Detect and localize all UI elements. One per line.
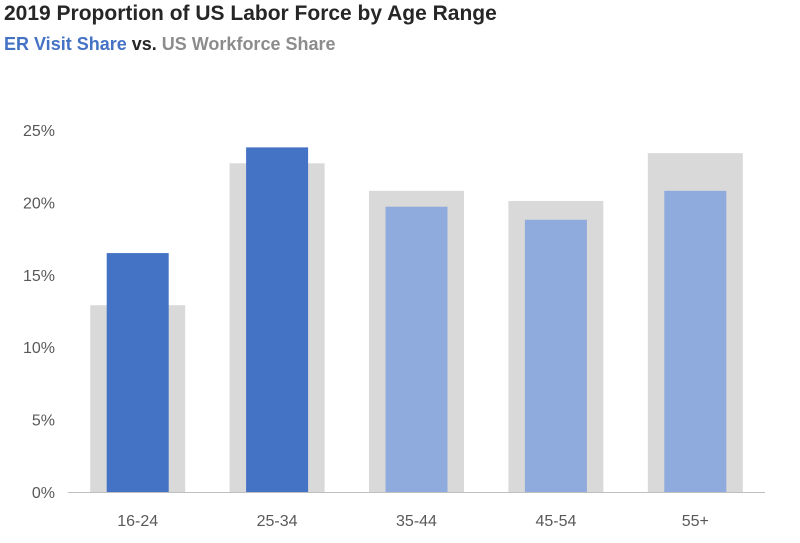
y-axis-ticks: 0% 5% 10% 15% 20% 25%: [23, 123, 55, 502]
subtitle-er-label: ER Visit Share: [4, 34, 127, 54]
y-tick-label: 5%: [32, 413, 55, 430]
x-tick-label: 55+: [682, 513, 709, 530]
subtitle-vs-label: vs.: [126, 34, 162, 54]
er-visit-bar-16-24: [106, 253, 169, 492]
subtitle-us-label: US Workforce Share: [161, 34, 336, 54]
x-tick-label: 25-34: [257, 513, 298, 530]
y-tick-label: 0%: [32, 485, 55, 502]
y-tick-label: 15%: [23, 268, 55, 285]
chart-subtitle: ER Visit Share vs. US Workforce Share: [4, 34, 336, 55]
x-tick-label: 35-44: [396, 513, 437, 530]
er-visit-bar-55+: [664, 190, 727, 493]
chart-title: 2019 Proportion of US Labor Force by Age…: [4, 2, 497, 25]
x-tick-label: 16-24: [117, 513, 158, 530]
er-visit-bar-25-34: [246, 147, 309, 492]
er-visit-bars: [106, 147, 727, 493]
y-tick-label: 25%: [23, 123, 55, 140]
er-visit-bar-45-54: [524, 219, 587, 492]
y-tick-label: 10%: [23, 340, 55, 357]
x-tick-label: 45-54: [535, 513, 576, 530]
x-axis-ticks: 16-24 25-34 35-44 45-54 55+: [117, 513, 709, 530]
er-visit-bar-35-44: [385, 206, 448, 492]
y-tick-label: 20%: [23, 195, 55, 212]
